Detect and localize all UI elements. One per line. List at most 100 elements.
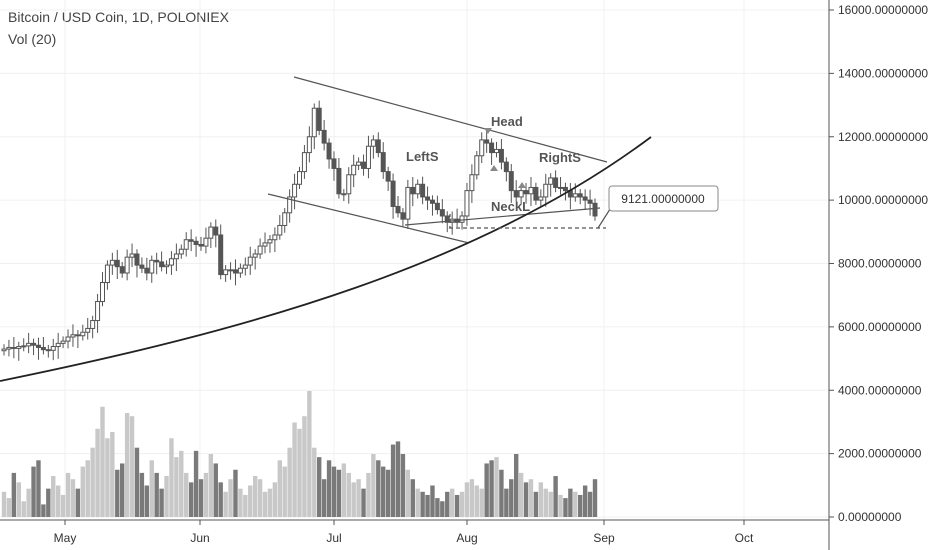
candle-body — [218, 234, 224, 276]
candle-body — [173, 253, 179, 260]
annotation-neckline: NeckL — [491, 199, 530, 214]
candle-body — [292, 183, 298, 198]
grid — [0, 0, 829, 520]
volume-bar — [85, 460, 90, 517]
price-tick-label: 16000.00000000 — [838, 3, 928, 17]
head-marker-icon — [484, 128, 492, 134]
candle-body — [484, 139, 490, 144]
volume-bar — [70, 479, 76, 517]
candle-body — [21, 345, 27, 348]
volume-bar — [528, 479, 534, 517]
candle-body — [11, 346, 17, 349]
price-callout-text: 9121.00000000 — [621, 192, 705, 206]
price-axis[interactable]: 0.00000000 2000.00000000 4000.00000000 6000… — [829, 3, 928, 524]
volume-bar — [390, 444, 396, 517]
volume-bar — [80, 466, 85, 517]
candle-body — [351, 164, 357, 176]
candle-body — [553, 177, 559, 188]
candle-body — [213, 226, 219, 236]
volume-bar — [341, 463, 347, 517]
candle-body — [35, 344, 41, 348]
time-axis[interactable]: May Jun Jul Aug Sep Oct — [54, 520, 754, 545]
candle-body — [331, 158, 337, 169]
candle-body — [95, 301, 101, 322]
candle-body — [80, 331, 86, 337]
candle-body — [429, 199, 435, 204]
volume-bar — [543, 488, 548, 517]
neckline — [404, 207, 601, 226]
volume-bar — [110, 431, 115, 517]
volume-bar — [440, 501, 445, 517]
volume-bar — [578, 494, 583, 517]
volume-bar — [533, 491, 539, 517]
candle-body — [124, 256, 130, 274]
volume-bar — [124, 413, 130, 517]
volume-bar — [592, 479, 598, 517]
candle-body — [479, 139, 485, 157]
volume-bar — [184, 472, 189, 517]
volume-bar — [277, 460, 282, 517]
volume-bar — [518, 472, 524, 517]
volume-bar — [523, 482, 529, 517]
annotation-right-shoulder: RightS — [539, 150, 581, 165]
volume-bar — [548, 491, 553, 517]
candle-body — [257, 245, 263, 255]
candle-body — [503, 161, 509, 173]
candle-body — [523, 190, 529, 195]
candle-body — [464, 190, 470, 217]
candle-body — [474, 155, 480, 176]
candle-body — [272, 234, 278, 241]
candle-body — [587, 199, 593, 204]
volume-bar — [395, 441, 401, 517]
candle-body — [134, 253, 140, 266]
volume-bar — [60, 494, 66, 517]
time-tick-label: Oct — [735, 531, 754, 545]
price-tick-label: 0.00000000 — [838, 510, 902, 524]
candle-body — [306, 136, 312, 154]
volume-bar — [514, 454, 519, 517]
candle-body — [193, 240, 199, 245]
candle-body — [420, 183, 426, 198]
candle-body — [223, 269, 229, 276]
volume-bar — [445, 491, 450, 517]
candle-body — [297, 171, 302, 185]
price-callout-box[interactable] — [608, 185, 719, 212]
volume-bar — [420, 491, 425, 517]
volume-bar — [228, 479, 233, 517]
candle-body — [508, 171, 514, 192]
volume-bar — [489, 460, 494, 517]
candle-body — [267, 239, 273, 244]
price-tick-label: 14000.00000000 — [838, 66, 928, 80]
candle-body — [100, 282, 105, 303]
volume-bar — [553, 476, 558, 517]
candle-body — [178, 248, 184, 255]
volume-bar — [11, 472, 17, 517]
volume-bar — [41, 504, 46, 517]
volume-bar — [159, 488, 164, 517]
volume-bar — [430, 485, 435, 517]
volume-bar — [129, 416, 135, 517]
candle-body — [144, 267, 150, 274]
volume-bar — [1, 491, 7, 517]
candle-body — [282, 212, 288, 226]
volume-bar — [568, 488, 573, 517]
volume-bar — [188, 482, 194, 517]
price-tick-label: 6000.00000000 — [838, 320, 922, 334]
volume-bar — [46, 488, 51, 517]
candle-body — [494, 148, 499, 154]
volume-bar — [435, 498, 440, 517]
candle-body — [316, 107, 322, 131]
volume-bar — [36, 460, 41, 517]
candle-body — [341, 193, 347, 196]
left-marker-icon — [490, 165, 498, 171]
candle-body — [533, 186, 539, 201]
candle-body — [232, 269, 238, 274]
volume-bar — [312, 447, 317, 517]
candle-body — [380, 152, 386, 173]
candle-body — [301, 152, 307, 173]
volume-bar — [376, 460, 381, 517]
candle-body — [370, 139, 376, 147]
volume-bar — [174, 457, 179, 517]
volume-bar — [504, 488, 509, 517]
